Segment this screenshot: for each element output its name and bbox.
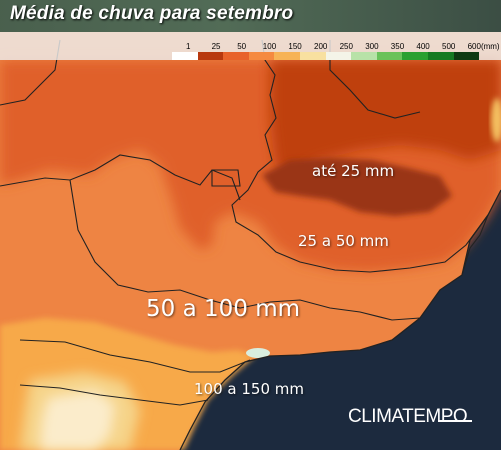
legend-label: 600(mm) — [467, 42, 500, 51]
legend-swatch — [376, 52, 403, 60]
legend-swatch — [402, 52, 428, 60]
legend-swatch — [172, 52, 198, 60]
legend-swatch — [453, 52, 480, 60]
map-title: Média de chuva para setembro — [10, 3, 294, 24]
label-50-100: 50 a 100 mm — [146, 296, 301, 322]
state-borders — [0, 39, 489, 406]
legend-label: 150 — [288, 42, 302, 51]
label-25-50: 25 a 50 mm — [298, 232, 389, 250]
label-100-150: 100 a 150 mm — [194, 380, 304, 398]
region-below-25-north — [270, 60, 501, 175]
legend-label: 400 — [416, 42, 430, 51]
legend-label: 50 — [237, 42, 247, 51]
legend-label: 25 — [211, 42, 221, 51]
legend-label: 300 — [365, 42, 379, 51]
label-ate-25: até 25 mm — [312, 162, 395, 180]
coastal-spot — [246, 348, 270, 358]
legend-label: 1 — [186, 42, 191, 51]
region-below-25 — [262, 158, 452, 216]
coastline — [179, 189, 501, 450]
legend-label: 250 — [339, 42, 353, 51]
legend-label: 500 — [442, 42, 456, 51]
legend-swatch — [197, 52, 224, 60]
legend-swatch — [274, 52, 300, 60]
legend-swatch — [223, 52, 249, 60]
legend-label: 200 — [314, 42, 328, 51]
region-200-250 — [40, 390, 115, 450]
legend-swatch — [351, 52, 377, 60]
legend-swatch — [428, 52, 454, 60]
legend-swatch — [325, 52, 352, 60]
coastal-spot-north — [491, 98, 501, 142]
climatempo-logo: CLIMATEMPO — [348, 406, 468, 427]
logo-swoosh-icon — [438, 420, 472, 422]
legend-label: 100 — [262, 42, 277, 51]
legend-swatch — [300, 52, 326, 60]
legend-swatch — [248, 52, 275, 60]
legend-label: 350 — [390, 42, 405, 51]
title-bar — [0, 0, 501, 32]
